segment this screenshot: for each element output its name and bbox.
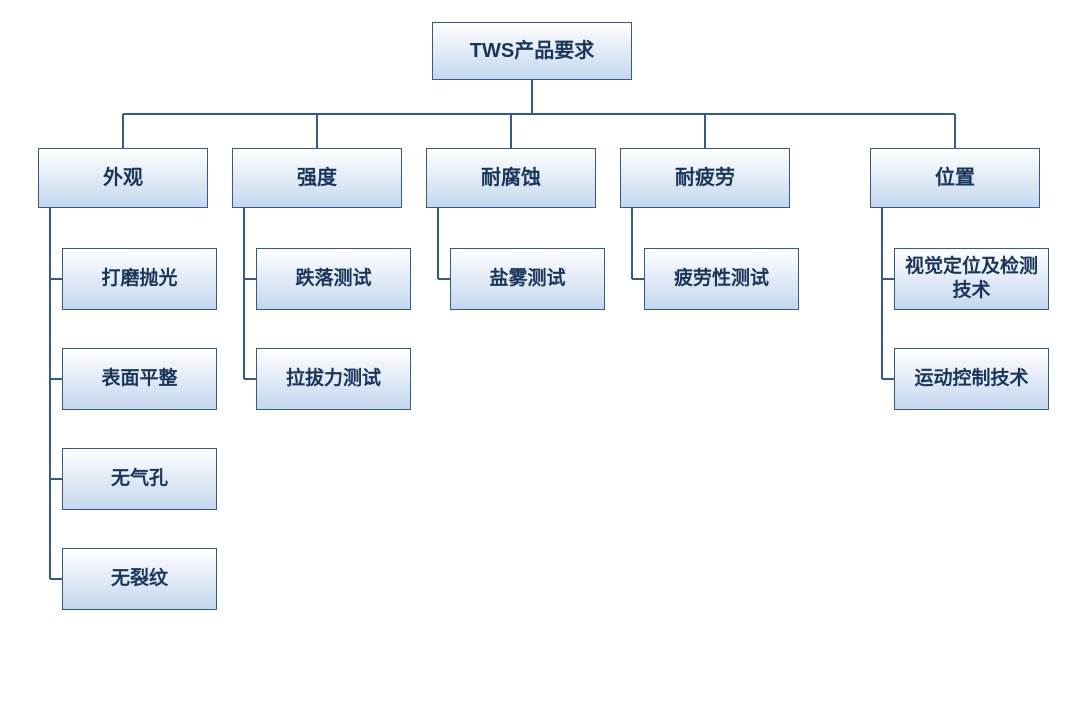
root-node: TWS产品要求 <box>432 22 632 80</box>
leaf-node-10: 运动控制技术 <box>894 348 1049 410</box>
category-node-1: 外观 <box>38 148 208 208</box>
leaf-node-9: 视觉定位及检测技术 <box>894 248 1049 310</box>
category-node-4: 耐疲劳 <box>620 148 790 208</box>
leaf-node-8: 疲劳性测试 <box>644 248 799 310</box>
leaf-node-5: 跌落测试 <box>256 248 411 310</box>
leaf-node-2: 表面平整 <box>62 348 217 410</box>
category-node-2: 强度 <box>232 148 402 208</box>
leaf-node-4: 无裂纹 <box>62 548 217 610</box>
diagram-canvas: TWS产品要求外观强度耐腐蚀耐疲劳 位置打磨抛光表面平整无气孔无裂纹 跌落测试拉拔力… <box>0 0 1080 721</box>
category-node-3: 耐腐蚀 <box>426 148 596 208</box>
leaf-node-7: 盐雾测试 <box>450 248 605 310</box>
leaf-node-3: 无气孔 <box>62 448 217 510</box>
leaf-node-6: 拉拔力测试 <box>256 348 411 410</box>
leaf-node-1: 打磨抛光 <box>62 248 217 310</box>
category-node-5: 位置 <box>870 148 1040 208</box>
